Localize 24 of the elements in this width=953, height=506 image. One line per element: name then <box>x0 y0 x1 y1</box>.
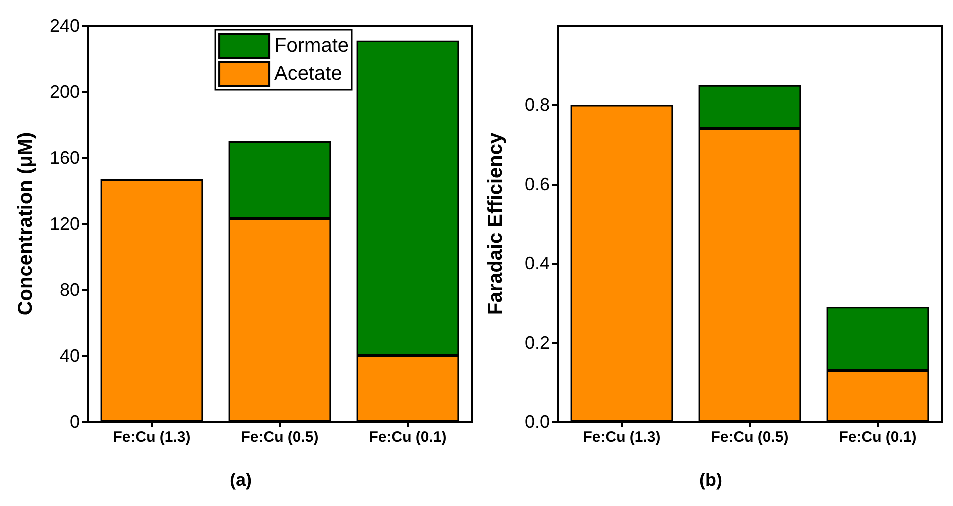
text: (a) <box>230 470 252 490</box>
x-tick-label: Fe:Cu (0.5) <box>711 429 789 446</box>
text: (b) <box>700 470 722 490</box>
legend-label: Formate <box>274 35 350 57</box>
y-tick-label: 0.0 <box>524 412 550 432</box>
y-axis-title: Faradaic Efficiency <box>485 132 507 316</box>
x-tick-label: Fe:Cu (0.1) <box>369 429 447 446</box>
y-tick-label: 0.6 <box>524 174 550 194</box>
y-axis-title: Concentration (μM) <box>15 132 37 316</box>
y-tick-label: 240 <box>50 16 80 36</box>
x-tick-label: Fe:Cu (1.3) <box>583 429 661 446</box>
y-tick-label: 0 <box>70 412 80 432</box>
x-tick-label: Fe:Cu (1.3) <box>113 429 191 446</box>
y-tick-label: 0.4 <box>524 254 550 274</box>
y-tick-label: 80 <box>60 280 80 300</box>
y-tick-label: 200 <box>50 82 80 102</box>
x-tick-label: Fe:Cu (0.5) <box>241 429 319 446</box>
y-tick-label: 120 <box>50 214 80 234</box>
y-tick-label: 160 <box>50 148 80 168</box>
y-tick-label: 40 <box>60 346 80 366</box>
x-tick-label: Fe:Cu (0.1) <box>839 429 917 446</box>
legend-label: Acetate <box>274 63 342 85</box>
y-tick-label: 0.8 <box>524 95 550 116</box>
y-tick-label: 0.2 <box>524 332 550 353</box>
